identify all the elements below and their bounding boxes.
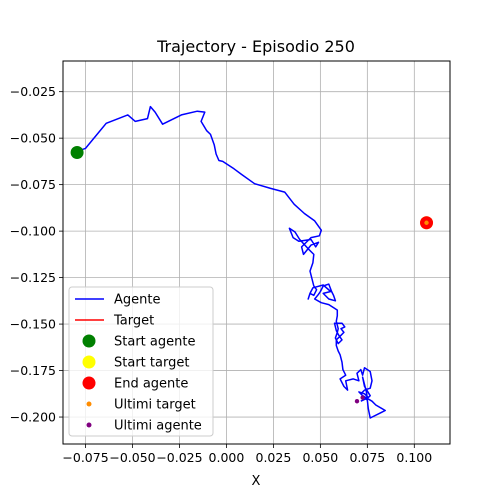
ultimi-agente-point <box>354 399 360 404</box>
x-tick-label: 0.025 <box>256 450 292 465</box>
x-tick-label: 0.100 <box>396 450 432 465</box>
legend-handle-dot <box>82 334 96 348</box>
legend-entry-label: Ultimi agente <box>114 419 202 434</box>
legend-entry-label: Start target <box>114 356 189 371</box>
x-axis-label: X <box>252 474 261 489</box>
y-tick-label: −0.200 <box>10 410 56 425</box>
x-tick-label: 0.050 <box>302 450 338 465</box>
ultimi-agente-point <box>360 395 365 400</box>
legend: Agente Target Start agente Start target End … <box>68 286 214 437</box>
x-tick-label: −0.050 <box>109 450 155 465</box>
legend-handle-dot <box>82 355 96 369</box>
legend-box <box>68 286 214 437</box>
y-tick-label: −0.150 <box>10 317 56 332</box>
axis-ticks: −0.075 −0.050 −0.025 0.000 0.025 0.050 0.075 0.… <box>10 84 433 465</box>
y-tick-label: −0.025 <box>10 84 56 99</box>
plot-area <box>70 105 434 419</box>
x-tick-label: −0.025 <box>156 450 202 465</box>
x-tick-label: 0.000 <box>209 450 245 465</box>
x-tick-label: 0.075 <box>349 450 385 465</box>
y-tick-label: −0.075 <box>10 177 56 192</box>
chart-title: Trajectory - Episodio 250 <box>156 37 355 56</box>
start-agente-marker <box>70 145 84 159</box>
plot-frame <box>62 60 451 445</box>
legend-handle-dot <box>86 401 92 407</box>
legend-entry-label: Target <box>113 314 154 329</box>
x-tick-label: −0.075 <box>62 450 108 465</box>
y-tick-label: −0.125 <box>10 270 56 285</box>
legend-entry-label: Ultimi target <box>114 398 196 413</box>
ultimi-target-point <box>424 220 429 225</box>
legend-entry-label: Start agente <box>114 335 195 350</box>
legend-entry-label: End agente <box>114 377 188 392</box>
legend-handle-dot <box>82 376 96 390</box>
legend-handle-dot <box>86 422 92 428</box>
series-line-agente <box>76 105 386 419</box>
legend-entry-label: Agente <box>114 293 160 308</box>
y-tick-label: −0.100 <box>10 224 56 239</box>
y-tick-label: −0.175 <box>10 363 56 378</box>
y-tick-label: −0.050 <box>10 131 56 146</box>
